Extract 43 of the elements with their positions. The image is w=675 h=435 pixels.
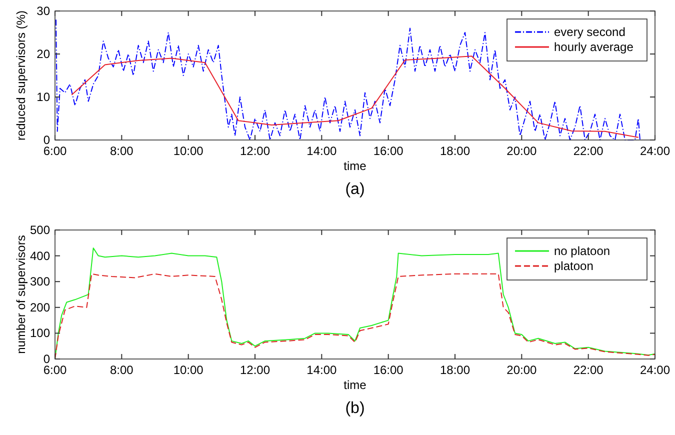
y-tick-label: 30 <box>36 4 50 18</box>
y-axis-title: number of supervisors <box>14 235 28 354</box>
y-tick-label: 300 <box>30 274 50 289</box>
x-tick-label: 8:00 <box>110 144 134 158</box>
text: (a) <box>345 181 365 198</box>
x-axis-title: time <box>344 378 367 392</box>
x-tick-label: 16:00 <box>373 363 404 377</box>
y-tick-label: 20 <box>36 47 50 61</box>
legend-label: hourly average <box>554 40 634 54</box>
x-tick-label: 10:00 <box>173 144 204 158</box>
legend-label: every second <box>554 25 626 39</box>
x-axis-title: time <box>344 159 367 173</box>
x-tick-label: 6:00 <box>43 363 67 377</box>
line-series <box>71 56 639 138</box>
x-tick-label: 12:00 <box>240 144 270 158</box>
text: (b) <box>345 400 365 417</box>
x-tick-label: 10:00 <box>173 363 204 377</box>
y-tick-label: 400 <box>30 248 50 263</box>
y-tick-label: 200 <box>30 300 50 314</box>
x-tick-label: 24:00 <box>640 363 670 377</box>
legend-label: platoon <box>554 259 594 273</box>
x-tick-label: 8:00 <box>110 363 134 377</box>
x-tick-label: 22:00 <box>573 144 604 158</box>
x-tick-label: 22:00 <box>573 363 604 377</box>
y-tick-label: 10 <box>36 90 50 104</box>
legend-label: no platoon <box>554 244 610 258</box>
x-tick-label: 24:00 <box>640 144 670 158</box>
line-series <box>56 19 640 140</box>
x-tick-label: 18:00 <box>440 363 470 377</box>
x-tick-label: 6:00 <box>43 144 67 158</box>
x-tick-label: 14:00 <box>306 363 338 377</box>
x-tick-label: 12:00 <box>240 363 270 377</box>
x-tick-label: 16:00 <box>373 144 404 158</box>
line-series <box>54 273 656 360</box>
x-tick-label: 14:00 <box>306 144 338 158</box>
y-tick-label: 100 <box>30 326 50 340</box>
x-tick-label: 18:00 <box>440 144 470 158</box>
x-tick-label: 20:00 <box>506 144 538 158</box>
y-tick-label: 0 <box>43 133 50 147</box>
y-tick-label: 0 <box>43 352 50 366</box>
y-axis-title: reduced supervisors (%) <box>14 10 28 141</box>
x-tick-label: 20:00 <box>506 363 538 377</box>
y-tick-label: 500 <box>30 223 50 237</box>
